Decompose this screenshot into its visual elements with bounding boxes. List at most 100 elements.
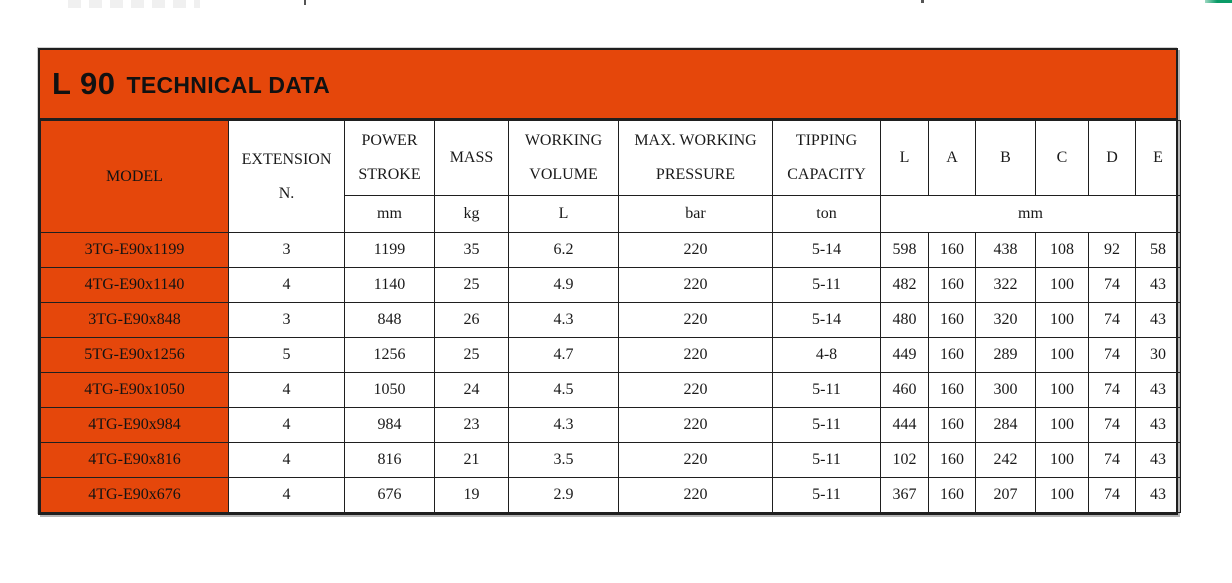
dim-c-cell: 100 <box>1035 477 1089 513</box>
dim-d-cell: 74 <box>1088 267 1136 303</box>
dim-e-cell: 43 <box>1135 407 1181 443</box>
dim-l-cell: 480 <box>880 302 929 338</box>
dim-c-cell: 100 <box>1035 267 1089 303</box>
dim-c-cell: 100 <box>1035 372 1089 408</box>
tipping-capacity-cell: 5-11 <box>772 477 881 513</box>
col-header-model: MODEL <box>40 120 229 233</box>
dim-a-cell: 160 <box>928 477 976 513</box>
model-cell: 4TG-E90x1140 <box>40 267 229 303</box>
col-header-dim-b: B <box>975 120 1036 196</box>
dim-b-cell: 284 <box>975 407 1036 443</box>
working-volume-cell: 4.7 <box>508 337 619 373</box>
max-working-pressure-cell: 220 <box>618 477 773 513</box>
dim-e-cell: 43 <box>1135 267 1181 303</box>
max-working-pressure-cell: 220 <box>618 442 773 478</box>
table-body: 3TG-E90x1199 3 1199 35 6.2 220 5-14 598 160 438 10… <box>40 232 1181 513</box>
extension-cell: 4 <box>228 477 345 513</box>
max-working-pressure-cell: 220 <box>618 337 773 373</box>
working-volume-cell: 4.9 <box>508 267 619 303</box>
tipping-capacity-cell: 5-14 <box>772 302 881 338</box>
model-cell: 4TG-E90x984 <box>40 407 229 443</box>
dim-e-cell: 43 <box>1135 442 1181 478</box>
table-row: 3TG-E90x848 3 848 26 4.3 220 5-14 480 160 320 100 7… <box>40 302 1181 338</box>
unit-mass: kg <box>434 195 509 233</box>
extension-cell: 4 <box>228 372 345 408</box>
power-stroke-cell: 1140 <box>344 267 435 303</box>
col-header-mass: MASS <box>434 120 509 196</box>
power-stroke-cell: 1199 <box>344 232 435 268</box>
extension-cell: 4 <box>228 267 345 303</box>
cropped-text-artifact <box>68 0 200 8</box>
tipping-capacity-cell: 5-11 <box>772 442 881 478</box>
mass-cell: 35 <box>434 232 509 268</box>
series-title: L 90 <box>52 66 116 101</box>
dim-d-cell: 74 <box>1088 407 1136 443</box>
green-strip-artifact <box>1205 0 1232 3</box>
tipping-capacity-cell: 5-11 <box>772 267 881 303</box>
col-header-extension: EXTENSION N. <box>228 120 345 233</box>
col-header-dim-e: E <box>1135 120 1181 196</box>
extension-cell: 3 <box>228 232 345 268</box>
cropped-dot-artifact <box>921 0 924 3</box>
col-header-working-volume: WORKING VOLUME <box>508 120 619 196</box>
dim-c-cell: 108 <box>1035 232 1089 268</box>
table-row: 4TG-E90x984 4 984 23 4.3 220 5-11 444 160 284 100 7… <box>40 407 1181 443</box>
col-header-dim-d: D <box>1088 120 1136 196</box>
power-stroke-cell: 848 <box>344 302 435 338</box>
max-working-pressure-cell: 220 <box>618 267 773 303</box>
dim-l-cell: 482 <box>880 267 929 303</box>
working-volume-cell: 4.3 <box>508 302 619 338</box>
dim-c-cell: 100 <box>1035 407 1089 443</box>
tipping-capacity-cell: 5-14 <box>772 232 881 268</box>
working-volume-cell: 3.5 <box>508 442 619 478</box>
dim-a-cell: 160 <box>928 372 976 408</box>
dim-d-cell: 74 <box>1088 477 1136 513</box>
tipping-capacity-cell: 4-8 <box>772 337 881 373</box>
working-volume-cell: 4.5 <box>508 372 619 408</box>
unit-working-volume: L <box>508 195 619 233</box>
extension-cell: 5 <box>228 337 345 373</box>
mass-cell: 25 <box>434 267 509 303</box>
dim-b-cell: 300 <box>975 372 1036 408</box>
max-working-pressure-cell: 220 <box>618 372 773 408</box>
dim-c-cell: 100 <box>1035 442 1089 478</box>
mass-cell: 21 <box>434 442 509 478</box>
dim-a-cell: 160 <box>928 267 976 303</box>
dim-c-cell: 100 <box>1035 337 1089 373</box>
table-row: 4TG-E90x676 4 676 19 2.9 220 5-11 367 160 207 100 7… <box>40 477 1181 513</box>
dim-a-cell: 160 <box>928 442 976 478</box>
dim-d-cell: 74 <box>1088 337 1136 373</box>
dim-d-cell: 74 <box>1088 442 1136 478</box>
max-working-pressure-cell: 220 <box>618 407 773 443</box>
mass-cell: 19 <box>434 477 509 513</box>
model-cell: 4TG-E90x1050 <box>40 372 229 408</box>
mass-cell: 26 <box>434 302 509 338</box>
title-label: TECHNICAL DATA <box>126 72 331 98</box>
dim-d-cell: 74 <box>1088 372 1136 408</box>
col-header-tipping-capacity: TIPPING CAPACITY <box>772 120 881 196</box>
working-volume-cell: 4.3 <box>508 407 619 443</box>
dim-e-cell: 58 <box>1135 232 1181 268</box>
table-row: 4TG-E90x1050 4 1050 24 4.5 220 5-11 460 160 300 10… <box>40 372 1181 408</box>
dim-b-cell: 289 <box>975 337 1036 373</box>
mass-cell: 25 <box>434 337 509 373</box>
dim-c-cell: 100 <box>1035 302 1089 338</box>
model-cell: 3TG-E90x1199 <box>40 232 229 268</box>
tipping-capacity-cell: 5-11 <box>772 372 881 408</box>
extension-cell: 4 <box>228 407 345 443</box>
dim-l-cell: 449 <box>880 337 929 373</box>
unit-max-working-pressure: bar <box>618 195 773 233</box>
dim-b-cell: 320 <box>975 302 1036 338</box>
table-row: 3TG-E90x1199 3 1199 35 6.2 220 5-14 598 160 438 10… <box>40 232 1181 268</box>
dim-a-cell: 160 <box>928 337 976 373</box>
unit-dimensions: mm <box>880 195 1181 233</box>
dim-e-cell: 30 <box>1135 337 1181 373</box>
mass-cell: 24 <box>434 372 509 408</box>
dim-b-cell: 242 <box>975 442 1036 478</box>
dim-b-cell: 322 <box>975 267 1036 303</box>
extension-cell: 4 <box>228 442 345 478</box>
table-row: 4TG-E90x1140 4 1140 25 4.9 220 5-11 482 160 322 10… <box>40 267 1181 303</box>
col-header-power-stroke: POWER STROKE <box>344 120 435 196</box>
power-stroke-cell: 984 <box>344 407 435 443</box>
